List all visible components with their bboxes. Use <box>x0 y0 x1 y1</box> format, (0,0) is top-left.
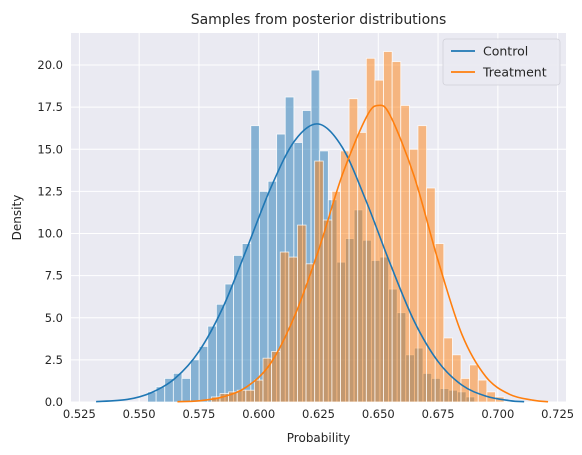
bar-treatment-30 <box>469 364 479 403</box>
bar-control-11 <box>241 243 252 403</box>
y-tick-label: 12.5 <box>37 184 63 198</box>
bar-treatment-17 <box>357 132 367 403</box>
y-tick-label: 2.5 <box>45 353 63 367</box>
y-tick-label: 17.5 <box>37 100 63 114</box>
bar-treatment-5 <box>254 379 264 403</box>
kde-curves <box>96 104 549 403</box>
bar-treatment-8 <box>279 251 290 403</box>
x-axis-label: Probability <box>287 431 350 445</box>
x-tick-label: 0.550 <box>123 407 156 421</box>
bar-control-5 <box>190 359 200 403</box>
y-tick-label: 5.0 <box>45 311 63 325</box>
y-tick-label: 10.0 <box>37 227 63 241</box>
bar-control-12 <box>250 125 260 403</box>
legend-label-control: Control <box>483 44 528 59</box>
bar-treatment-12 <box>314 160 324 403</box>
x-tick-label: 0.700 <box>481 407 514 421</box>
kde-line-treatment <box>177 104 549 403</box>
x-tick-label: 0.675 <box>422 407 455 421</box>
bar-treatment-29 <box>460 378 471 403</box>
bar-treatment-9 <box>288 256 298 403</box>
y-tick-label: 15.0 <box>37 142 63 156</box>
bar-control-7 <box>207 325 217 403</box>
bar-treatment-23 <box>408 148 419 403</box>
bar-treatment-20 <box>383 51 393 403</box>
bar-treatment-31 <box>477 379 488 403</box>
x-tick-label: 0.625 <box>302 407 335 421</box>
x-tick-label: 0.725 <box>541 407 574 421</box>
bar-treatment-15 <box>340 150 350 403</box>
legend: Control Treatment <box>442 38 561 86</box>
bar-treatment-14 <box>331 190 341 403</box>
bar-control-4 <box>181 378 191 403</box>
y-tick-label: 7.5 <box>45 269 63 283</box>
bar-control-3 <box>172 372 183 403</box>
bar-treatment-13 <box>322 219 333 403</box>
chart-title: Samples from posterior distributions <box>191 12 447 28</box>
bar-treatment-10 <box>297 224 307 403</box>
x-tick-label: 0.650 <box>362 407 395 421</box>
y-tick-labels: 0.0 2.5 5.0 7.5 10.0 12.5 15.0 17.5 20.0 <box>37 58 63 409</box>
legend-label-treatment: Treatment <box>482 65 547 80</box>
y-tick-label: 20.0 <box>37 58 63 72</box>
bar-treatment-4 <box>245 389 255 403</box>
y-axis-label: Density <box>10 195 24 241</box>
bar-treatment-21 <box>391 61 402 403</box>
x-tick-label: 0.525 <box>63 407 96 421</box>
x-tick-label: 0.600 <box>242 407 275 421</box>
bar-control-6 <box>198 345 209 403</box>
kde-line-control <box>96 123 525 403</box>
bar-treatment-24 <box>417 125 427 403</box>
bar-treatment-26 <box>434 243 445 403</box>
y-tick-label: 0.0 <box>45 395 63 409</box>
x-tick-labels: 0.525 0.550 0.575 0.600 0.625 0.650 0.675 0.700… <box>63 407 574 421</box>
bar-treatment-25 <box>426 187 436 403</box>
bar-control-2 <box>164 378 174 403</box>
x-tick-label: 0.575 <box>182 407 215 421</box>
